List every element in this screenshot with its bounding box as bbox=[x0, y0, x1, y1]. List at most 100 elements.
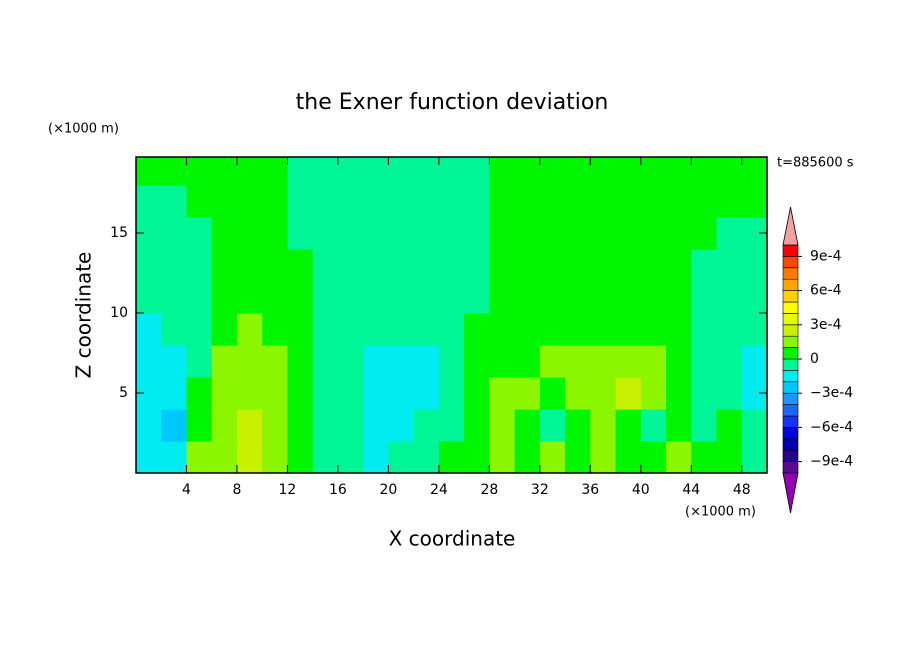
x-tick-label: 40 bbox=[632, 482, 650, 498]
colorbar-band bbox=[782, 449, 799, 462]
field-cell bbox=[640, 409, 667, 442]
field-cell bbox=[464, 345, 490, 378]
field-cell bbox=[413, 345, 440, 378]
field-cell bbox=[438, 249, 465, 282]
field-cell bbox=[161, 217, 188, 250]
field-cell bbox=[590, 249, 617, 282]
x-tick-label: 28 bbox=[480, 482, 498, 498]
field-cell bbox=[136, 157, 162, 186]
colorbar-band bbox=[782, 278, 799, 291]
field-cell bbox=[363, 409, 389, 442]
field-cell bbox=[716, 313, 743, 346]
x-tick-label: 20 bbox=[379, 482, 397, 498]
field-cell bbox=[388, 281, 415, 314]
field-cell bbox=[691, 377, 718, 410]
field-cell bbox=[136, 185, 162, 218]
field-cell bbox=[489, 345, 516, 378]
y-axis-label: Z coordinate bbox=[72, 252, 96, 379]
field-cell bbox=[464, 441, 490, 473]
field-cell bbox=[287, 313, 314, 346]
field-cell bbox=[590, 185, 617, 218]
field-cell bbox=[186, 377, 213, 410]
field-cell bbox=[262, 185, 289, 218]
field-cell bbox=[262, 409, 289, 442]
field-cell bbox=[539, 217, 566, 250]
chart-title: the Exner function deviation bbox=[296, 90, 609, 115]
field-cell bbox=[287, 281, 314, 314]
field-cell bbox=[388, 345, 415, 378]
field-cell bbox=[565, 281, 591, 314]
field-cell bbox=[363, 345, 389, 378]
field-cell bbox=[161, 157, 188, 186]
colorbar-band bbox=[782, 370, 799, 383]
field-cell bbox=[741, 249, 767, 282]
field-cell bbox=[438, 217, 465, 250]
field-cell bbox=[388, 249, 415, 282]
x-tick-label: 4 bbox=[182, 482, 191, 498]
field-cell bbox=[590, 281, 617, 314]
field-cell bbox=[590, 345, 617, 378]
field-cell bbox=[514, 185, 541, 218]
field-cell bbox=[615, 217, 642, 250]
colorbar-band bbox=[782, 313, 799, 326]
field-cell bbox=[438, 313, 465, 346]
y-tick-label: 10 bbox=[110, 305, 128, 321]
field-cell bbox=[741, 185, 767, 218]
field-cell bbox=[438, 409, 465, 442]
field-cell bbox=[236, 281, 263, 314]
field-cell bbox=[438, 441, 465, 473]
y-unit: (×1000 m) bbox=[48, 122, 119, 137]
field-cell bbox=[666, 217, 692, 250]
field-cell bbox=[666, 409, 692, 442]
field-cell bbox=[161, 377, 188, 410]
field-cell bbox=[211, 217, 238, 250]
field-cell bbox=[565, 185, 591, 218]
field-cell bbox=[691, 441, 718, 473]
field-cell bbox=[716, 217, 743, 250]
field-cell bbox=[287, 249, 314, 282]
field-cell bbox=[464, 313, 490, 346]
field-cell bbox=[514, 281, 541, 314]
field-cell bbox=[514, 217, 541, 250]
field-cell bbox=[287, 157, 314, 186]
field-cell bbox=[337, 377, 364, 410]
field-cell bbox=[514, 345, 541, 378]
field-cell bbox=[136, 249, 162, 282]
colorbar-tick-label: 3e-4 bbox=[810, 317, 842, 333]
field-cell bbox=[413, 377, 440, 410]
colorbar-band bbox=[782, 335, 799, 348]
field-cell bbox=[565, 313, 591, 346]
field-cell bbox=[539, 409, 566, 442]
field-cell bbox=[464, 157, 490, 186]
field-cell bbox=[211, 281, 238, 314]
field-cell bbox=[464, 217, 490, 250]
field-cell bbox=[489, 281, 516, 314]
field-cell bbox=[236, 377, 263, 410]
field-cell bbox=[363, 281, 389, 314]
colorbar-tick-label: 0 bbox=[810, 351, 819, 367]
colorbar-band bbox=[782, 324, 799, 337]
field-cell bbox=[741, 441, 767, 473]
field-cell bbox=[539, 313, 566, 346]
field-cell bbox=[312, 185, 339, 218]
field-cell bbox=[413, 441, 440, 473]
field-cell bbox=[337, 157, 364, 186]
field-cell bbox=[136, 441, 162, 473]
colorbar-band bbox=[782, 256, 799, 269]
field-cell bbox=[438, 281, 465, 314]
field-cell bbox=[337, 217, 364, 250]
field-cell bbox=[691, 249, 718, 282]
x-tick-label: 16 bbox=[329, 482, 347, 498]
x-tick-label: 32 bbox=[531, 482, 549, 498]
field-cell bbox=[413, 313, 440, 346]
field-cell bbox=[337, 441, 364, 473]
field-cell bbox=[565, 441, 591, 473]
x-tick-label: 48 bbox=[733, 482, 751, 498]
colorbar-band bbox=[782, 461, 799, 474]
x-axis-label: X coordinate bbox=[389, 527, 516, 551]
field-cell bbox=[337, 345, 364, 378]
field-cell bbox=[514, 313, 541, 346]
field-cell bbox=[640, 441, 667, 473]
field-cell bbox=[716, 281, 743, 314]
field-cell bbox=[312, 313, 339, 346]
